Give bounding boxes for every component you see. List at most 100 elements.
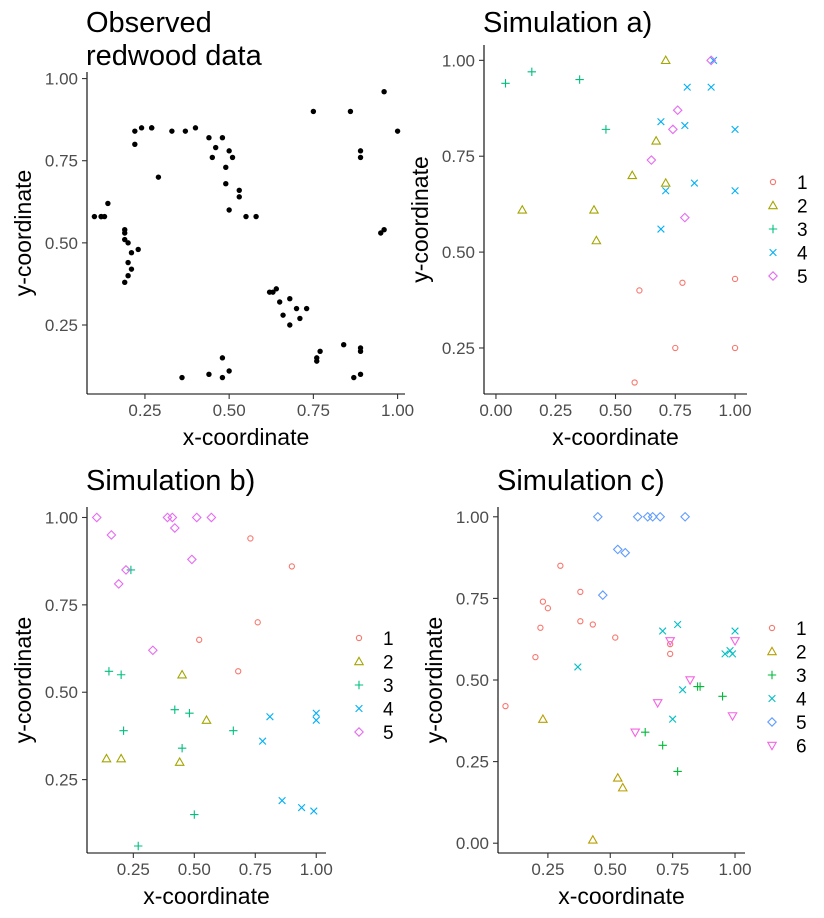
data-point-series-1 — [235, 668, 242, 675]
data-point — [125, 273, 131, 279]
data-point-series-6 — [652, 699, 663, 709]
data-point-series-4 — [278, 796, 286, 805]
data-point-series-5 — [206, 512, 217, 523]
x-tick-label: 0.75 — [297, 401, 330, 420]
data-point-series-4 — [673, 620, 682, 629]
panel-simulation-c: Simulation c) 0.25 0.50 0.75 1.00 0.00 0.25 0.5… — [421, 465, 807, 909]
data-point-series-2 — [587, 834, 598, 844]
data-point-series-2 — [176, 669, 188, 679]
data-point-series-5 — [679, 212, 690, 223]
chart-title-line: Simulation b) — [86, 465, 255, 497]
x-tick-label: 0.25 — [117, 860, 150, 879]
legend-label: 4 — [797, 244, 808, 265]
data-point-series-1 — [502, 702, 509, 710]
x-tick-label: 0.75 — [239, 860, 272, 879]
data-point — [226, 207, 232, 213]
data-point-series-1 — [589, 621, 596, 628]
x-tick-label: 0.75 — [659, 401, 692, 420]
x-tick-label: 0.50 — [594, 860, 627, 879]
data-point-series-2 — [588, 204, 600, 214]
data-point — [226, 368, 232, 374]
data-point-series-5 — [706, 55, 717, 66]
data-point — [209, 154, 216, 161]
data-point — [273, 286, 280, 292]
legend-label: 5 — [383, 723, 394, 744]
data-point-series-1 — [667, 640, 674, 648]
data-point-series-1 — [288, 563, 296, 570]
y-axis-title: y-coordinate — [407, 156, 433, 283]
data-point-series-4 — [310, 807, 318, 815]
data-point-series-6 — [729, 637, 741, 647]
x-axis-title: x-coordinate — [558, 883, 685, 909]
data-point-series-3 — [229, 726, 238, 735]
x-tick-label: 0.50 — [599, 401, 632, 420]
data-point-series-3 — [641, 728, 650, 737]
data-point-series-5 — [169, 522, 180, 533]
legend-label: 2 — [796, 643, 807, 664]
data-point — [351, 374, 357, 381]
data-point-series-1 — [612, 634, 619, 641]
legend-label: 5 — [796, 713, 807, 734]
chart-title-line: Observed — [86, 7, 212, 39]
data-point-series-4 — [297, 803, 306, 812]
data-point — [226, 148, 232, 154]
data-point — [347, 108, 354, 115]
panel-simulation-b: Simulation b) 0.25 0.50 0.75 1.00 0.25 0.50 0.7… — [10, 465, 394, 909]
data-point — [297, 315, 303, 322]
data-point-series-4 — [681, 121, 689, 130]
data-point-series-1 — [636, 287, 643, 294]
data-point-series-3 — [575, 75, 584, 84]
x-tick-label: 0.25 — [531, 860, 564, 879]
data-point-series-3 — [601, 125, 611, 134]
data-point — [155, 174, 162, 180]
x-tick-label: 1.00 — [381, 401, 414, 420]
legend-label: 2 — [797, 197, 808, 218]
data-point — [310, 108, 317, 115]
legend-key-5 — [354, 727, 364, 737]
y-tick-label: 0.50 — [45, 234, 78, 253]
data-point-series-2 — [617, 782, 628, 792]
x-tick-label: 0.25 — [539, 401, 572, 420]
x-tick-label: 1.00 — [718, 860, 751, 879]
data-point-series-2 — [660, 177, 671, 187]
data-point-series-5 — [106, 529, 117, 540]
data-point-series-2 — [591, 235, 602, 245]
y-axis-title: y-coordinate — [10, 170, 36, 297]
legend-label: 1 — [797, 173, 808, 194]
y-tick-label: 0.50 — [45, 683, 78, 702]
data-point — [314, 358, 320, 364]
data-point — [91, 213, 98, 220]
x-tick-label: 1.00 — [300, 860, 333, 879]
x-tick-label: 0.25 — [128, 401, 161, 420]
data-point — [206, 135, 212, 141]
data-point — [122, 236, 128, 243]
legend-label: 2 — [383, 653, 394, 674]
data-point-series-5 — [113, 578, 124, 589]
data-point — [303, 305, 310, 312]
legend-key-4 — [768, 694, 776, 703]
data-point — [125, 259, 131, 266]
data-point-series-5 — [167, 512, 178, 523]
legend-key-3 — [767, 670, 777, 680]
data-point-series-1 — [731, 275, 739, 283]
x-axis-title: x-coordinate — [183, 424, 310, 450]
y-axis-title: y-coordinate — [421, 617, 447, 744]
data-point — [169, 128, 175, 134]
data-point-series-5 — [592, 511, 603, 522]
legend-label: 6 — [796, 737, 807, 758]
data-point — [276, 299, 283, 305]
chart-title-line: redwood data — [86, 40, 263, 72]
data-point-series-4 — [312, 709, 320, 717]
legend-label: 1 — [796, 619, 807, 640]
y-tick-label: 1.00 — [442, 51, 475, 70]
data-point-series-4 — [661, 186, 670, 195]
data-point-series-1 — [196, 636, 203, 643]
data-point-series-1 — [544, 605, 552, 612]
legend-label: 4 — [383, 700, 394, 721]
data-point-series-1 — [631, 379, 638, 386]
data-point — [270, 289, 276, 295]
data-point-series-4 — [574, 663, 582, 671]
data-point-series-5 — [91, 512, 102, 523]
data-point-series-4 — [709, 56, 718, 65]
